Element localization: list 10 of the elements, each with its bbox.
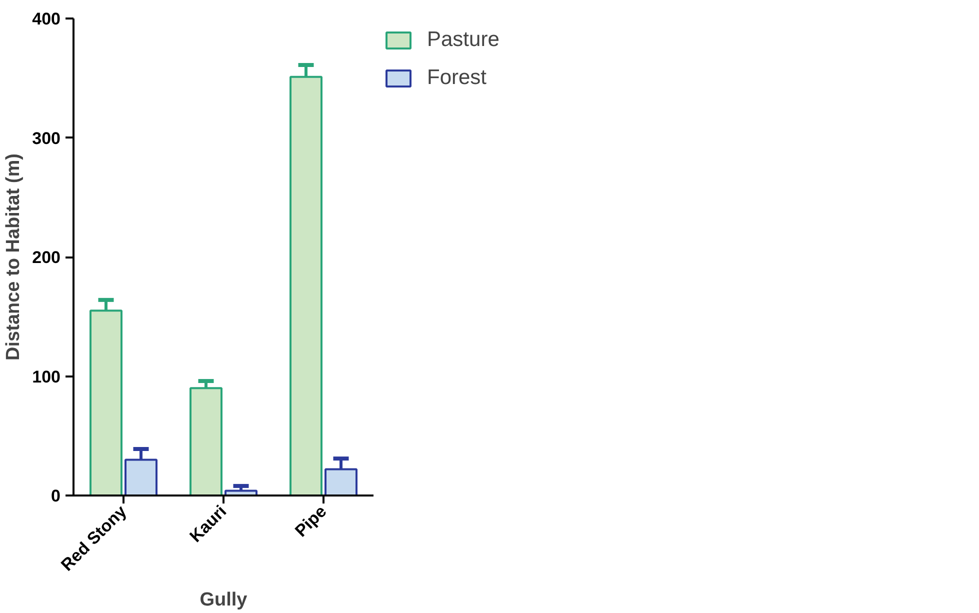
y-axis-title: Distance to Habitat (m)	[3, 154, 24, 360]
y-tick-label: 200	[32, 248, 61, 267]
y-tick-label: 400	[32, 10, 61, 28]
y-tick-label: 300	[32, 128, 61, 148]
legend-label: Pasture	[427, 28, 500, 52]
legend-label: Forest	[427, 66, 487, 90]
bar	[190, 387, 222, 496]
x-axis-title: Gully	[200, 589, 248, 610]
y-tick-label: 100	[32, 367, 61, 386]
y-tick-label: 0	[51, 486, 61, 506]
